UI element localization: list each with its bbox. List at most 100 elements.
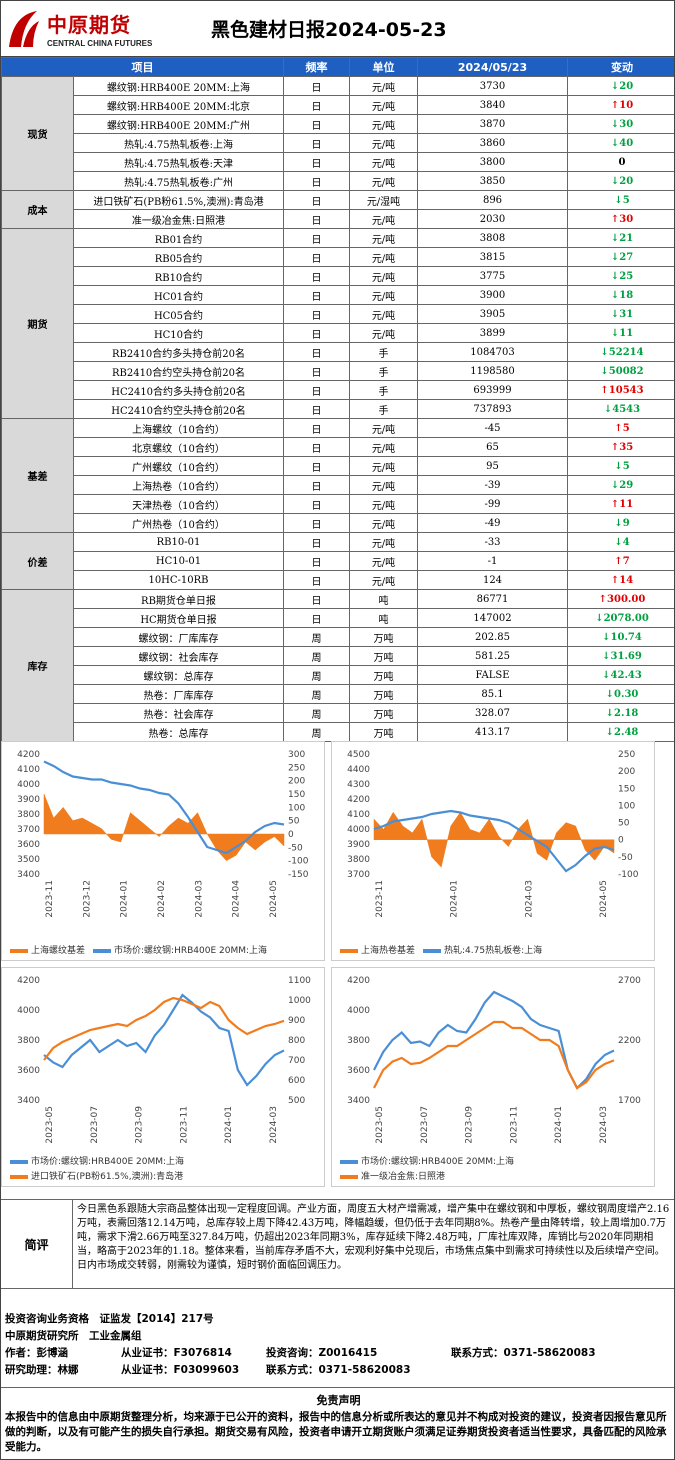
row-item: RB05合约 — [73, 247, 284, 267]
row-change: 0 — [567, 152, 674, 172]
change-value: 31 — [619, 308, 634, 320]
row-change: ↓40 — [567, 133, 674, 153]
chart-legend-4: 市场价:螺纹钢:HRB400E 20MM:上海 准一级冶金焦:日照港 — [332, 1152, 654, 1182]
row-item: 10HC-10RB — [73, 570, 284, 590]
left-tick-label: 4200 — [17, 750, 40, 760]
row-item: 广州螺纹（10合约） — [73, 456, 284, 476]
row-item: 热轧:4.75热轧板卷:上海 — [73, 133, 284, 153]
change-value: 27 — [619, 251, 634, 263]
change-value: 300.00 — [607, 593, 646, 605]
row-freq: 日 — [283, 475, 350, 495]
series-area-1 — [373, 811, 615, 868]
row-freq: 日 — [283, 266, 350, 286]
row-freq: 日 — [283, 133, 350, 153]
row-change: ↓42.43 — [567, 665, 674, 685]
legend-swatch-icon — [10, 1174, 28, 1179]
change-value: 52214 — [608, 346, 644, 358]
row-freq: 周 — [283, 646, 350, 666]
right-tick-label: 150 — [618, 784, 635, 794]
report-header: 中原期货 CENTRAL CHINA FUTURES 黑色建材日报2024-05… — [1, 1, 674, 57]
row-change: ↓10.74 — [567, 627, 674, 647]
arrow-down-icon: ↓ — [610, 118, 620, 130]
row-freq: 日 — [283, 95, 350, 115]
chart-svg-3: 4200 4000 3800 3600 3400 1100 1000 900 800 700 600… — [17, 976, 311, 1144]
table-row: RB05合约日元/吨 3815 ↓27 — [2, 247, 674, 267]
arrow-down-icon: ↓ — [610, 232, 620, 244]
col-header-unit: 单位 — [349, 57, 418, 77]
row-value: 3899 — [417, 323, 568, 343]
arrow-down-icon: ↓ — [614, 536, 623, 548]
left-tick-label: 3700 — [17, 825, 40, 835]
arrow-up-icon: ↑ — [614, 555, 623, 567]
arrow-up-icon: ↑ — [610, 99, 620, 111]
table-row: HC05合约日元/吨 3905 ↓31 — [2, 304, 674, 324]
chart-svg-2: 4500 4400 4300 4200 4100 4000 3900 3800 3700 250 2… — [347, 750, 639, 918]
advisor-cert: 投资咨询：Z0016415 — [266, 1347, 378, 1359]
right-tick-label: 500 — [288, 1096, 305, 1106]
right-tick-label: 100 — [288, 803, 305, 813]
series-line-2 — [373, 1020, 615, 1090]
row-freq: 日 — [283, 570, 350, 590]
table-row: 热轧:4.75热轧板卷:上海日元/吨 3860 ↓40 — [2, 133, 674, 153]
row-unit: 元/吨 — [349, 133, 418, 153]
row-value: -99 — [417, 494, 568, 514]
row-unit: 元/吨 — [349, 304, 418, 324]
row-item: RB10-01 — [73, 532, 284, 552]
row-freq: 日 — [283, 304, 350, 324]
right-tick-label: 800 — [288, 1036, 305, 1046]
legend-swatch-icon — [10, 1159, 28, 1164]
change-value: 29 — [619, 479, 634, 491]
left-tick-label: 3900 — [17, 795, 40, 805]
row-item: 进口铁矿石(PB粉61.5%,澳洲):青岛港 — [73, 190, 284, 210]
change-value: 10 — [619, 99, 634, 111]
right-tick-label: -100 — [618, 870, 639, 880]
x-tick-label: 2023-07 — [90, 1106, 100, 1144]
row-unit: 吨 — [349, 608, 418, 628]
author-name: 作者：彭博涵 — [5, 1347, 68, 1359]
legend-entry: 热轧:4.75热轧板卷:上海 — [423, 943, 542, 956]
arrow-up-icon: ↑ — [598, 593, 608, 605]
right-tick-label: 200 — [618, 767, 635, 777]
change-value: 10.74 — [610, 631, 642, 643]
table-row: 热轧:4.75热轧板卷:广州日元/吨 3850 ↓20 — [2, 171, 674, 191]
change-value: 11 — [619, 498, 634, 510]
section-label: 基差 — [1, 418, 74, 533]
row-change: ↑7 — [567, 551, 674, 571]
logo-text-cn: 中原期货 — [47, 13, 131, 37]
row-freq: 日 — [283, 285, 350, 305]
table-row: 北京螺纹（10合约）日元/吨 65 ↑35 — [2, 437, 674, 457]
chart-legend-2: 上海热卷基差 热轧:4.75热轧板卷:上海 — [332, 943, 654, 956]
legend-swatch-icon — [340, 1159, 358, 1164]
table-row: 现货 螺纹钢:HRB400E 20MM:上海日元/吨 3730 ↓20 — [1, 76, 674, 191]
row-change: ↓50082 — [567, 361, 674, 381]
row-item: 热卷：总库存 — [73, 722, 284, 742]
left-tick-label: 4000 — [347, 1006, 370, 1016]
right-tick-label: 600 — [288, 1076, 305, 1086]
change-value: 18 — [619, 289, 634, 301]
row-change: ↑10543 — [567, 380, 674, 400]
row-change: ↑5 — [567, 418, 674, 438]
arrow-down-icon: ↓ — [610, 289, 620, 301]
arrow-down-icon: ↓ — [610, 479, 620, 491]
right-tick-label: 0 — [618, 836, 624, 846]
section-label: 库存 — [1, 589, 74, 742]
row-freq: 日 — [283, 494, 350, 514]
left-tick-label: 4200 — [17, 976, 40, 986]
row-value: 413.17 — [417, 722, 568, 742]
row-value: 3900 — [417, 285, 568, 305]
row-change: ↑30 — [567, 209, 674, 229]
left-tick-label: 3800 — [17, 1036, 40, 1046]
row-change: ↓25 — [567, 266, 674, 286]
row-unit: 元/吨 — [349, 570, 418, 590]
row-item: 热卷：社会库存 — [73, 703, 284, 723]
row-freq: 日 — [283, 513, 350, 533]
table-row: HC期货仓单日报日吨 147002 ↓2078.00 — [2, 608, 674, 628]
left-tick-label: 4200 — [347, 976, 370, 986]
left-tick-label: 4000 — [347, 825, 370, 835]
row-value: 124 — [417, 570, 568, 590]
institute-line: 中原期货研究所 工业金属组 — [5, 1330, 142, 1342]
x-tick-label: 2023-11 — [179, 1106, 189, 1144]
row-item: 天津热卷（10合约） — [73, 494, 284, 514]
row-change: ↓2.18 — [567, 703, 674, 723]
table-row: 10HC-10RB 日元/吨 124 ↑14 — [2, 570, 674, 590]
